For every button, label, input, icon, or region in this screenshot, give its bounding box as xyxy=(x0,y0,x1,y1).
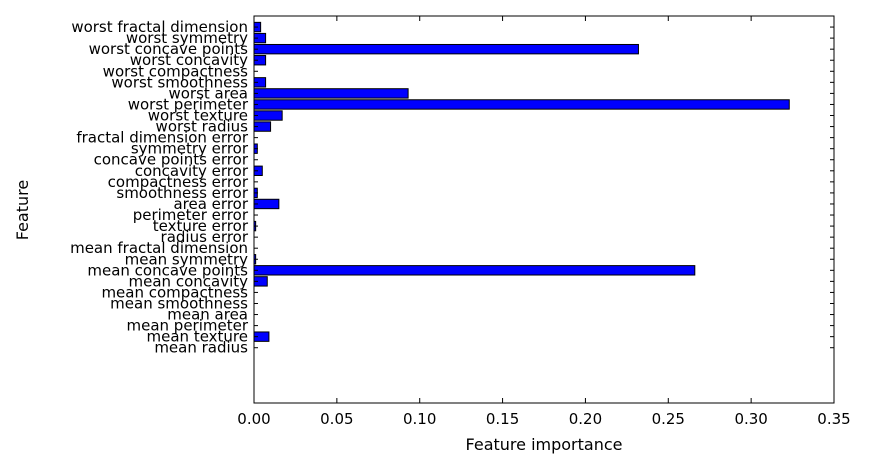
bar xyxy=(253,265,696,276)
bar xyxy=(253,99,790,110)
y-tick-label: mean concave points xyxy=(87,261,248,279)
x-tick-label: 0.25 xyxy=(652,410,685,428)
y-tick-label: perimeter error xyxy=(133,206,249,224)
y-axis-label: Feature xyxy=(13,180,32,240)
y-tick-label: mean perimeter xyxy=(126,317,248,335)
y-tick-label: mean symmetry xyxy=(125,250,248,268)
bar xyxy=(253,88,409,99)
y-tick-label: mean texture xyxy=(147,328,248,346)
x-tick-label: 0.10 xyxy=(403,410,436,428)
y-tick-label: area error xyxy=(173,195,248,213)
y-tick-label: mean fractal dimension xyxy=(70,239,248,257)
y-tick-label: compactness error xyxy=(108,173,249,191)
y-tick-label: worst radius xyxy=(156,118,249,136)
x-tick-label: 0.20 xyxy=(569,410,602,428)
y-tick-label: symmetry error xyxy=(131,140,249,158)
x-tick-label: 0.15 xyxy=(486,410,519,428)
y-tick-label: worst fractal dimension xyxy=(71,18,248,36)
y-tick-label: worst symmetry xyxy=(126,29,248,47)
x-tick-label: 0.00 xyxy=(237,410,270,428)
y-tick-label: worst texture xyxy=(148,107,248,125)
x-ticks-group: 0.00 0.05 0.10 0.15 0.20 0.25 0.30 0.35 xyxy=(237,16,851,428)
y-tick-label: concavity error xyxy=(135,162,249,180)
y-tick-label: mean radius xyxy=(154,339,248,357)
x-tick-label: 0.05 xyxy=(320,410,353,428)
y-tick-label: worst concave points xyxy=(89,40,249,58)
y-tick-label: fractal dimension error xyxy=(76,129,249,147)
y-tick-label: mean smoothness xyxy=(110,294,248,312)
y-tick-label: radius error xyxy=(161,228,249,246)
y-tick-label: smoothness error xyxy=(116,184,248,202)
x-tick-label: 0.30 xyxy=(734,410,767,428)
bar xyxy=(253,43,639,55)
y-tick-label: concave points error xyxy=(94,151,249,169)
bars-group xyxy=(253,21,790,342)
y-tick-label: worst area xyxy=(168,84,248,102)
x-axis-label: Feature importance xyxy=(466,435,623,454)
x-tick-label: 0.35 xyxy=(817,410,850,428)
y-tick-label: worst compactness xyxy=(103,62,249,80)
y-tick-label: mean area xyxy=(167,306,248,324)
y-tick-label: texture error xyxy=(153,217,249,235)
y-tick-label: mean concavity xyxy=(129,272,249,290)
y-tick-label: worst perimeter xyxy=(128,95,249,113)
y-tick-label: worst concavity xyxy=(130,51,248,69)
plot-frame xyxy=(253,15,835,404)
y-tick-label: worst smoothness xyxy=(111,73,248,91)
y-tick-label: mean compactness xyxy=(101,283,248,301)
bar xyxy=(253,110,283,121)
